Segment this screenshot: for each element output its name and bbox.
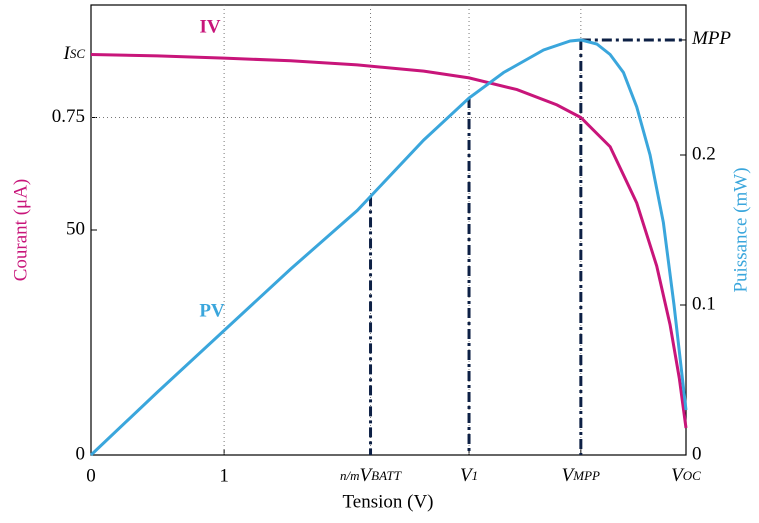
y2-tick-label: 0.2 [692,143,716,164]
x-tick-label: VMPP [562,465,600,486]
series-label: IV [199,16,220,37]
y2-tick-label: MPP [691,28,731,49]
x-tick-label: n/mVBATT [340,465,402,486]
y-tick-label: 0.75 [52,106,85,127]
y2-axis-label: Puissance (mW) [730,167,751,292]
x-tick-label: V1 [460,465,478,486]
x-axis-label: Tension (V) [342,491,433,512]
series-label: PV [199,300,225,321]
series-line [89,38,688,457]
y-tick-label: ISC [63,43,86,64]
x-tick-label: 1 [219,465,229,486]
y2-tick-label: 0 [692,443,702,464]
y2-tick-label: 0.1 [692,293,716,314]
x-tick-label: 0 [86,465,96,486]
y-tick-label: 50 [66,218,85,239]
y-tick-label: 0 [76,443,86,464]
x-tick-label: VOC [671,465,701,486]
series-line [90,53,688,429]
y-axis-label: Courant (μA) [10,179,31,282]
plot-frame [90,4,687,456]
